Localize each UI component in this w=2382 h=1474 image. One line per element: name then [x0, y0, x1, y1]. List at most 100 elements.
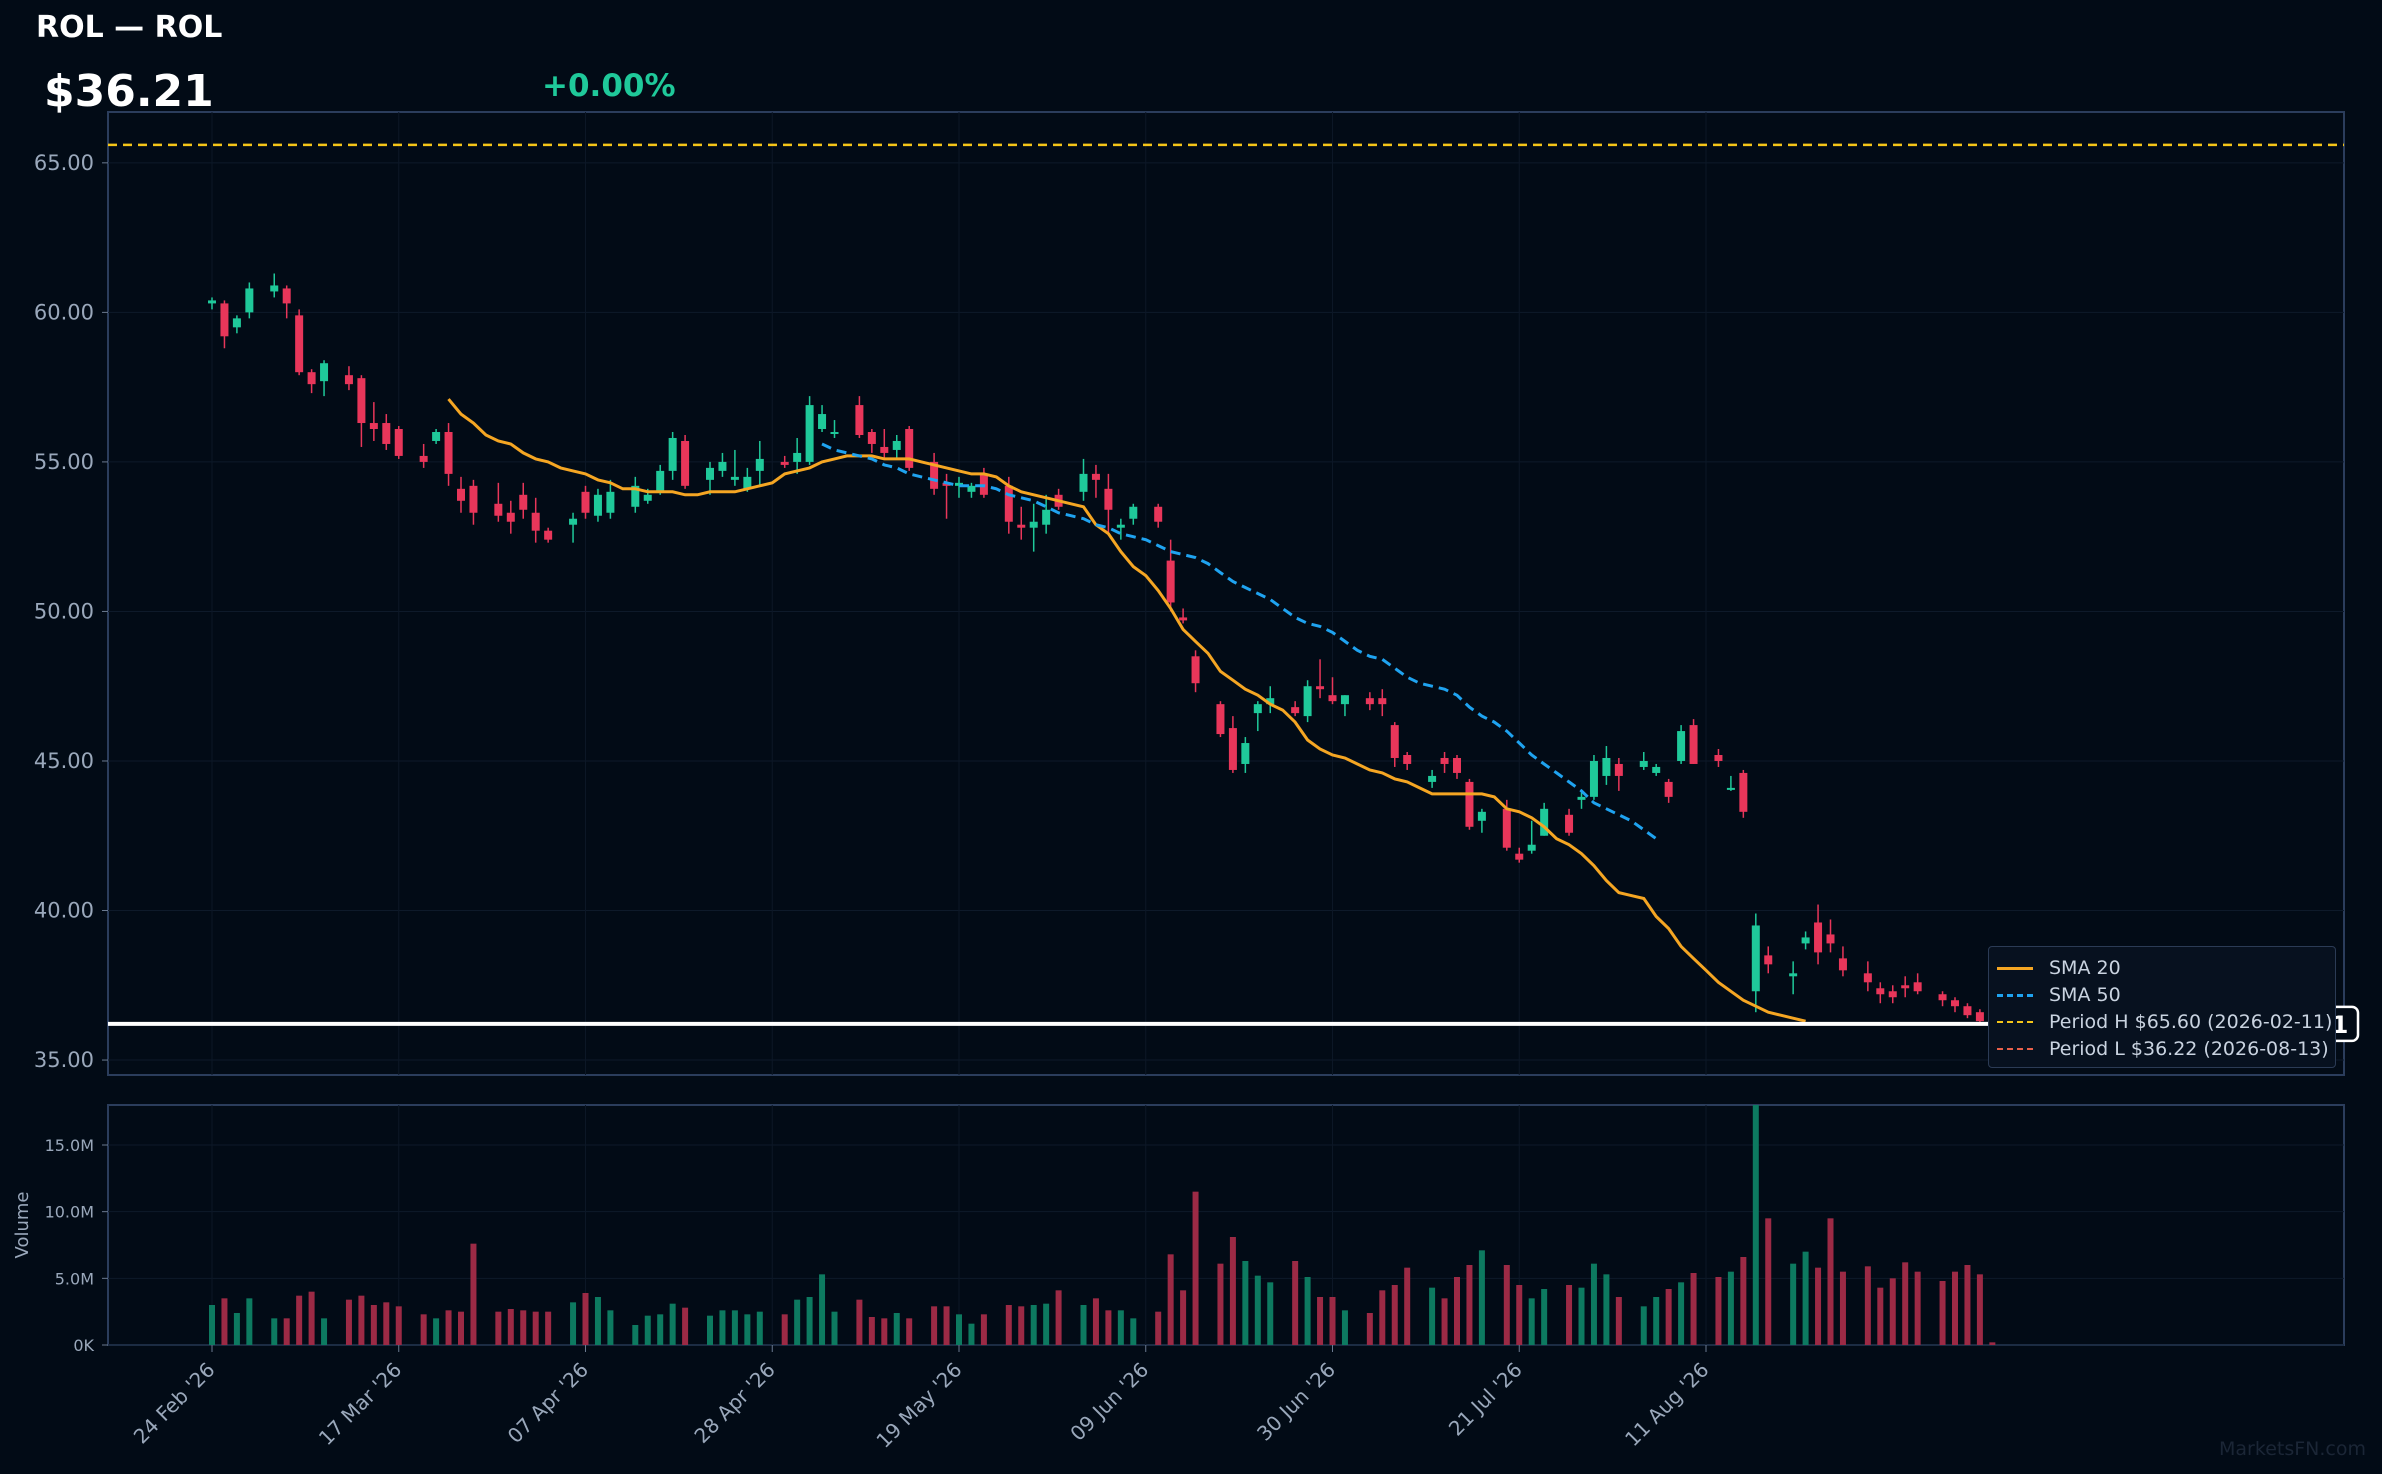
volume-bar	[1827, 1218, 1834, 1345]
volume-bar	[1167, 1254, 1174, 1345]
candle	[593, 488, 602, 522]
volume-bar	[1528, 1298, 1535, 1345]
candle-body	[1079, 473, 1088, 492]
volume-bar	[358, 1295, 365, 1345]
volume-bar	[856, 1299, 863, 1345]
candle-body	[656, 470, 665, 492]
candle	[357, 375, 366, 447]
candle	[1677, 725, 1686, 764]
volume-bar	[1155, 1311, 1162, 1345]
volume-bar	[831, 1311, 838, 1345]
volume-bar	[607, 1310, 614, 1345]
volume-bar	[669, 1303, 676, 1345]
candle	[1614, 757, 1623, 791]
candle-body	[1365, 698, 1374, 705]
legend-sma20-label: SMA 20	[2049, 957, 2121, 979]
candle-body	[1664, 781, 1673, 797]
legend-period-low: Period L $36.22 (2026-08-13)	[1997, 1036, 2329, 1062]
candle-body	[1179, 617, 1188, 621]
candle	[780, 455, 789, 468]
candle	[1975, 1009, 1984, 1025]
volume-bar	[1839, 1271, 1846, 1345]
legend-period-high-label: Period H $65.60 (2026-02-11)	[2049, 1011, 2333, 1033]
volume-bar	[1092, 1298, 1099, 1345]
candle-body	[419, 455, 428, 462]
volume-bar	[1665, 1289, 1672, 1345]
legend-period-high: Period H $65.60 (2026-02-11)	[1997, 1009, 2332, 1035]
volume-bar	[657, 1314, 664, 1345]
volume-bar	[1117, 1310, 1124, 1345]
candle	[1652, 763, 1661, 776]
volume-bar	[582, 1293, 589, 1345]
volume-bar	[321, 1318, 328, 1345]
candle	[1664, 778, 1673, 803]
x-tick-label: 09 Jun '26	[1065, 1358, 1153, 1446]
volume-bar	[980, 1314, 987, 1345]
volume-bar	[1889, 1278, 1896, 1345]
candle-body	[1154, 506, 1163, 522]
candle	[1440, 752, 1449, 773]
candle	[1104, 473, 1113, 534]
candle-body	[432, 432, 441, 441]
candle	[469, 479, 478, 525]
candle	[1216, 701, 1225, 738]
candle	[1876, 982, 1885, 1004]
volume-bar	[1877, 1287, 1884, 1345]
candle-body	[905, 429, 914, 468]
volume-bar	[806, 1297, 813, 1345]
candle	[1241, 737, 1250, 773]
candle-body	[681, 440, 690, 486]
x-tick-label: 21 Jul '26	[1444, 1358, 1527, 1441]
volume-bar	[943, 1306, 950, 1345]
candle	[494, 482, 503, 522]
volume-bar	[893, 1313, 900, 1345]
candle-body	[1216, 704, 1225, 735]
candle-body	[1266, 698, 1275, 705]
candle-body	[1042, 509, 1051, 525]
candle	[681, 434, 690, 489]
candle-body	[1677, 731, 1686, 761]
candle	[270, 273, 279, 298]
volume-bar	[1864, 1266, 1871, 1345]
last-price: $36.21	[44, 66, 214, 117]
candle	[1091, 464, 1100, 498]
candle-body	[295, 315, 304, 373]
candle-body	[1764, 955, 1773, 965]
candle	[1838, 946, 1847, 977]
candle	[1689, 719, 1698, 764]
candle	[1814, 904, 1823, 965]
candle	[1154, 503, 1163, 528]
candle-body	[668, 437, 677, 471]
candle	[1751, 913, 1760, 1013]
volume-bar	[1454, 1277, 1460, 1345]
volume-bar	[868, 1317, 875, 1345]
volume-bar	[1329, 1297, 1336, 1345]
price-tick-label: 35.00	[34, 1048, 94, 1072]
volume-bar	[1566, 1285, 1573, 1345]
candle	[544, 527, 553, 543]
volume-bar	[1180, 1290, 1187, 1345]
candle-body	[1614, 763, 1623, 776]
x-tick-label: 07 Apr '26	[503, 1358, 593, 1448]
volume-bar	[395, 1306, 402, 1345]
candle-body	[1129, 506, 1138, 519]
candle-body	[1241, 743, 1250, 764]
candle-body	[1602, 757, 1611, 776]
candle-body	[369, 423, 378, 430]
candle	[369, 402, 378, 441]
volume-bar	[445, 1310, 452, 1345]
volume-bar	[1478, 1250, 1485, 1345]
x-tick-label: 24 Feb '26	[129, 1358, 220, 1449]
candle	[531, 497, 540, 543]
candle-body	[1465, 781, 1474, 827]
candle	[245, 282, 254, 319]
candle	[1515, 847, 1524, 863]
price-tick-label: 65.00	[34, 151, 94, 175]
volume-bar	[1590, 1263, 1597, 1345]
x-tick-label: 11 Aug '26	[1620, 1358, 1713, 1451]
volume-bar	[433, 1318, 440, 1345]
candle	[232, 315, 241, 334]
volume-bar	[209, 1305, 215, 1345]
candle	[1403, 752, 1412, 770]
candle-body	[1739, 772, 1748, 812]
